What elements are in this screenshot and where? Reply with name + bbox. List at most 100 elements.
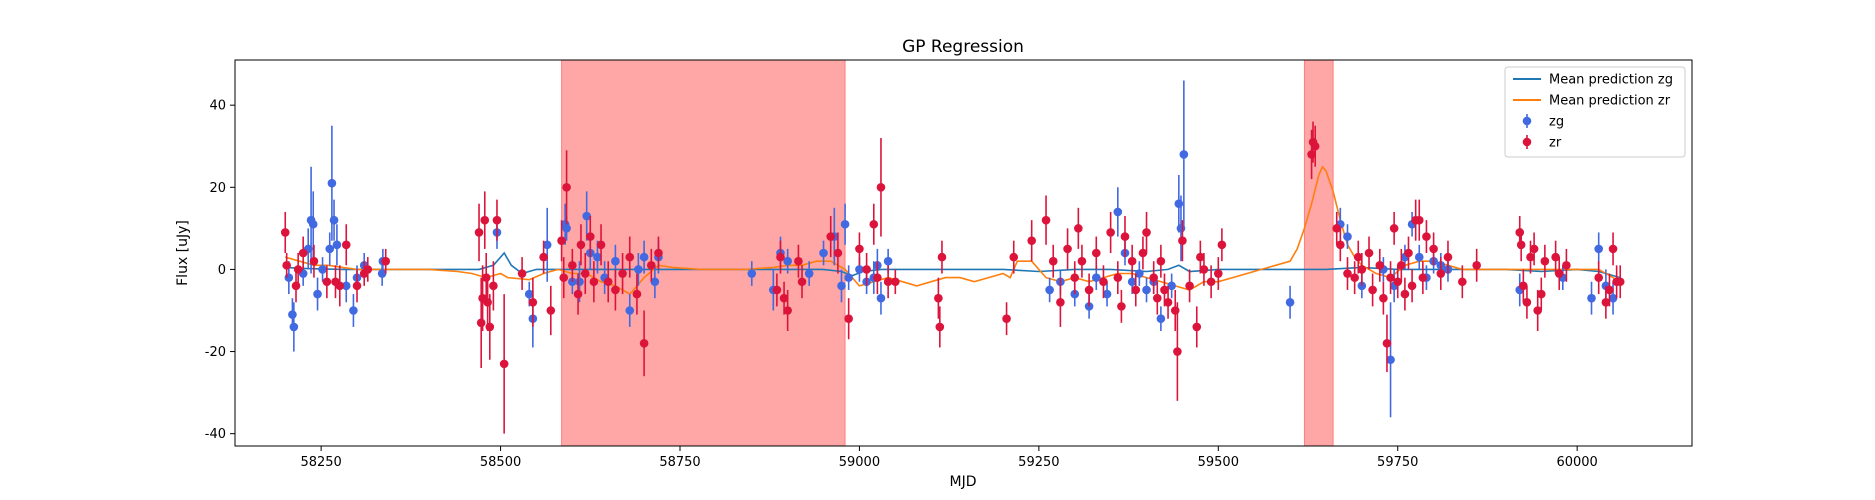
shaded-region (561, 59, 846, 447)
legend-label: Mean prediction zr (1549, 94, 1671, 109)
data-point (804, 269, 814, 278)
data-point (474, 228, 484, 237)
data-point (1551, 252, 1560, 262)
data-point (634, 265, 643, 274)
x-tick-label: 59500 (1198, 455, 1239, 470)
data-point (1386, 273, 1395, 282)
data-point (1113, 273, 1123, 282)
data-point (1173, 347, 1182, 356)
data-point (844, 314, 853, 324)
data-point (542, 240, 552, 250)
data-point (1131, 285, 1141, 295)
data-point (1196, 252, 1205, 262)
data-point (876, 293, 886, 303)
data-point (1213, 269, 1223, 278)
x-tick-label: 58500 (480, 455, 521, 470)
data-point (1389, 224, 1399, 233)
data-point (934, 293, 943, 303)
data-point (1400, 289, 1410, 299)
data-point (1142, 285, 1151, 295)
data-point (349, 306, 358, 315)
data-point (1608, 244, 1618, 254)
data-point (891, 277, 900, 287)
data-point (308, 219, 318, 229)
data-point (332, 240, 342, 250)
data-point (1422, 232, 1431, 241)
data-point (1167, 281, 1176, 291)
data-point (1533, 306, 1542, 315)
data-point (582, 211, 591, 221)
x-tick-label: 59750 (1377, 455, 1418, 470)
data-point (1343, 269, 1352, 278)
data-point (322, 277, 332, 287)
data-point (1540, 256, 1550, 266)
data-point (1436, 269, 1446, 278)
data-point (654, 248, 663, 258)
data-point (363, 265, 373, 274)
data-point (1353, 252, 1363, 262)
y-tick-label: 0 (218, 263, 226, 278)
shaded-region (1303, 59, 1334, 447)
data-point (1091, 248, 1101, 258)
x-tick-label: 59250 (1018, 455, 1059, 470)
data-point (1178, 236, 1187, 245)
x-axis-label: MJD (950, 474, 977, 490)
data-point (1192, 322, 1202, 332)
data-point (288, 310, 297, 319)
data-point (1594, 244, 1603, 254)
data-point (1443, 252, 1453, 262)
data-point (819, 248, 828, 258)
data-point (568, 261, 577, 270)
data-point (1084, 285, 1094, 295)
data-point (327, 178, 337, 188)
data-point (1594, 273, 1603, 282)
data-point (1045, 285, 1054, 295)
data-point (580, 269, 590, 278)
plot-frame (234, 59, 1693, 447)
data-point (589, 277, 599, 287)
data-point (1056, 297, 1065, 307)
data-point (596, 240, 606, 250)
data-point (282, 261, 291, 270)
data-point (937, 252, 947, 262)
data-point (625, 306, 635, 315)
data-point (1002, 314, 1011, 324)
data-point (335, 281, 345, 291)
data-point (883, 277, 893, 287)
data-point (1357, 265, 1367, 274)
data-point (559, 273, 569, 282)
data-point (1472, 261, 1481, 270)
data-point (499, 359, 509, 369)
data-point (935, 322, 945, 332)
data-point (289, 322, 299, 332)
data-point (840, 219, 850, 229)
data-point (325, 244, 335, 254)
data-point (293, 265, 303, 274)
data-point (639, 339, 649, 348)
data-point (611, 285, 620, 295)
legend-label: Mean prediction zg (1549, 73, 1673, 88)
data-point (1515, 228, 1525, 237)
data-point (1127, 256, 1137, 266)
data-point (639, 252, 649, 262)
legend-label: zg (1549, 115, 1564, 130)
data-point (1529, 244, 1539, 254)
data-point (1379, 293, 1388, 303)
data-point (575, 277, 584, 287)
data-point (611, 256, 620, 266)
data-point (844, 273, 853, 282)
legend-marker-swatch (1522, 137, 1532, 147)
x-tick-label: 60000 (1556, 455, 1597, 470)
data-point (1077, 256, 1087, 266)
data-point (1404, 248, 1413, 258)
y-tick-label: -40 (205, 427, 226, 442)
data-point (1336, 240, 1345, 250)
data-point (1217, 240, 1227, 250)
data-point (1407, 281, 1417, 291)
data-point (1397, 261, 1406, 270)
data-point (481, 273, 491, 282)
data-point (1605, 285, 1614, 295)
data-point (1458, 277, 1467, 287)
data-point (298, 248, 308, 258)
y-tick-label: 40 (209, 99, 226, 114)
